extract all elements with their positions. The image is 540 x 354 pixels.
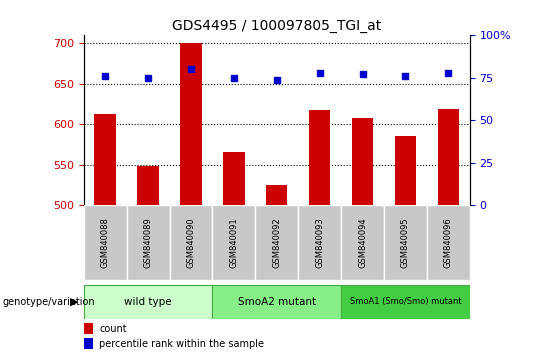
Bar — [84, 205, 126, 280]
Text: GSM840088: GSM840088 — [100, 217, 110, 268]
Text: percentile rank within the sample: percentile rank within the sample — [99, 339, 264, 349]
Text: genotype/variation: genotype/variation — [3, 297, 96, 307]
Bar — [384, 205, 427, 280]
Text: GSM840091: GSM840091 — [230, 217, 238, 268]
Bar — [84, 285, 212, 319]
Text: GSM840094: GSM840094 — [358, 217, 367, 268]
Bar — [309, 110, 330, 205]
Bar — [94, 114, 116, 205]
Bar — [266, 185, 287, 205]
Text: SmoA2 mutant: SmoA2 mutant — [238, 297, 316, 307]
Bar — [341, 205, 384, 280]
Bar — [212, 285, 341, 319]
Text: GSM840089: GSM840089 — [144, 217, 153, 268]
Bar — [223, 152, 245, 205]
Bar — [341, 285, 470, 319]
Bar — [137, 166, 159, 205]
Bar — [298, 205, 341, 280]
Bar — [395, 136, 416, 205]
Bar — [212, 205, 255, 280]
Text: GSM840095: GSM840095 — [401, 217, 410, 268]
Bar — [84, 338, 93, 349]
Bar — [180, 44, 201, 205]
Bar — [84, 324, 93, 334]
Text: ▶: ▶ — [70, 297, 78, 307]
Bar — [437, 109, 459, 205]
Text: GSM840092: GSM840092 — [272, 217, 281, 268]
Bar — [427, 205, 470, 280]
Bar — [255, 205, 298, 280]
Text: GSM840096: GSM840096 — [444, 217, 453, 268]
Text: GSM840093: GSM840093 — [315, 217, 324, 268]
Text: GSM840090: GSM840090 — [186, 217, 195, 268]
Text: wild type: wild type — [124, 297, 172, 307]
Text: SmoA1 (Smo/Smo) mutant: SmoA1 (Smo/Smo) mutant — [349, 297, 461, 306]
Bar — [170, 205, 212, 280]
Bar — [352, 118, 373, 205]
Title: GDS4495 / 100097805_TGI_at: GDS4495 / 100097805_TGI_at — [172, 19, 381, 33]
Bar — [126, 205, 170, 280]
Text: count: count — [99, 324, 127, 334]
